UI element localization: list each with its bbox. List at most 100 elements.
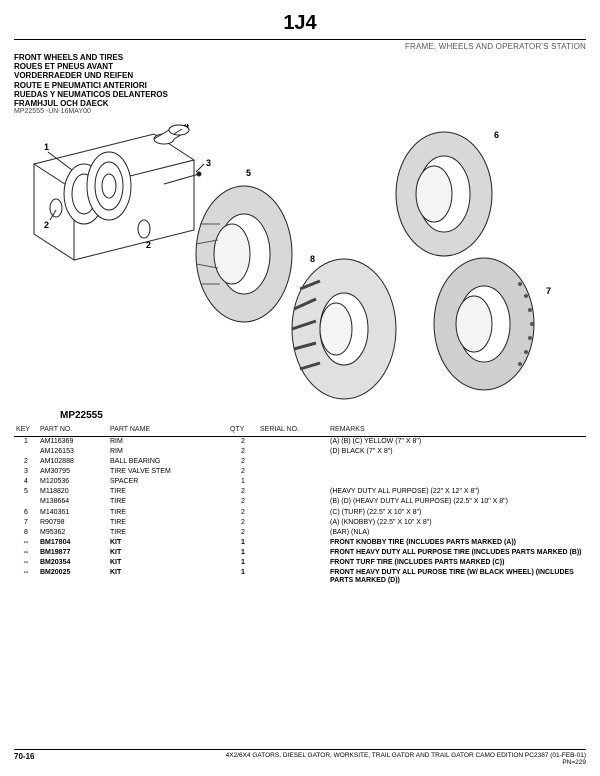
title-meta: MP22555 -UN-16MAY00 xyxy=(14,108,600,116)
cell xyxy=(258,477,328,487)
footer-page-num: 70-16 xyxy=(14,752,34,766)
page-footer: 70-16 4X2/6X4 GATORS, DIESEL GATOR, WORK… xyxy=(14,749,586,766)
cell: AM30795 xyxy=(38,467,108,477)
cell xyxy=(328,467,586,477)
cell: 2 xyxy=(228,518,258,528)
cell: M118820 xyxy=(38,487,108,497)
footer-sub: PN=229 xyxy=(226,759,586,766)
title-de: VORDERRAEDER UND REIFEN xyxy=(14,71,600,80)
cell: TIRE xyxy=(108,508,228,518)
cell: (HEAVY DUTY ALL PURPOSE) (22" X 12" X 8"… xyxy=(328,487,586,497)
cell xyxy=(258,467,328,477)
title-sv: FRAMHJUL OCH DAECK xyxy=(14,99,600,108)
cell: TIRE xyxy=(108,528,228,538)
cell: 2 xyxy=(228,467,258,477)
table-row: 4M120536SPACER1 xyxy=(14,477,586,487)
section-header: FRAME, WHEELS AND OPERATOR'S STATION xyxy=(0,40,600,51)
cell: 2 xyxy=(228,457,258,467)
cell: BM20354 xyxy=(38,558,108,568)
table-row: 1AM116369RIM2(A) (B) (C) YELLOW (7" X 8"… xyxy=(14,437,586,448)
table-row: 2AM102888BALL BEARING2 xyxy=(14,457,586,467)
cell: FRONT TURF TIRE (INCLUDES PARTS MARKED (… xyxy=(328,558,586,568)
cell: RIM xyxy=(108,437,228,448)
cell xyxy=(258,497,328,507)
cell: 1 xyxy=(228,538,258,548)
cell: KIT xyxy=(108,538,228,548)
cell: AM116369 xyxy=(38,437,108,448)
cell: KIT xyxy=(108,568,228,586)
cell: TIRE xyxy=(108,497,228,507)
cell xyxy=(258,508,328,518)
title-block: FRONT WHEELS AND TIRES ROUES ET PNEUS AV… xyxy=(0,51,600,116)
cell: 1 xyxy=(228,548,258,558)
cell: FRONT KNOBBY TIRE (INCLUDES PARTS MARKED… xyxy=(328,538,586,548)
cell: BALL BEARING xyxy=(108,457,228,467)
table-row: 3AM30795TIRE VALVE STEM2 xyxy=(14,467,586,477)
cell: AM102888 xyxy=(38,457,108,467)
cell: (B) (D) (HEAVY DUTY ALL PURPOSE) (22.5" … xyxy=(328,497,586,507)
cell: M95362 xyxy=(38,528,108,538)
mp-label: MP22555 xyxy=(0,410,600,421)
cell xyxy=(328,457,586,467)
parts-table-wrap: KEY PART NO. PART NAME QTY SERIAL NO. RE… xyxy=(0,421,600,586)
cell: -- xyxy=(14,538,38,548)
callout-1: 1 xyxy=(44,142,49,152)
cell: 2 xyxy=(228,487,258,497)
cell: 4 xyxy=(14,477,38,487)
parts-diagram: 1 2 2 3 4 5 6 7 8 xyxy=(14,124,586,404)
title-en: FRONT WHEELS AND TIRES xyxy=(14,53,600,62)
cell: -- xyxy=(14,548,38,558)
cell: 1 xyxy=(228,558,258,568)
th-serial: SERIAL NO. xyxy=(258,423,328,437)
table-row: --BM17804KIT1 FRONT KNOBBY TIRE (INCLUDES… xyxy=(14,538,586,548)
cell xyxy=(258,528,328,538)
cell: BM20025 xyxy=(38,568,108,586)
cell: TIRE xyxy=(108,487,228,497)
cell: 8 xyxy=(14,528,38,538)
cell xyxy=(258,487,328,497)
cell: TIRE xyxy=(108,518,228,528)
cell xyxy=(258,437,328,448)
cell: AM126153 xyxy=(38,447,108,457)
cell xyxy=(258,568,328,586)
cell xyxy=(258,518,328,528)
cell: 1 xyxy=(228,477,258,487)
cell: 6 xyxy=(14,508,38,518)
table-row: --BM20025KIT1 FRONT HEAVY DUTY ALL PUROSE… xyxy=(14,568,586,586)
cell: BM17804 xyxy=(38,538,108,548)
cell: -- xyxy=(14,568,38,586)
cell xyxy=(14,497,38,507)
table-row: 8M95362TIRE2(BAR) (NLA) xyxy=(14,528,586,538)
cell: FRONT HEAVY DUTY ALL PUROSE TIRE (W/ BLA… xyxy=(328,568,586,586)
th-key: KEY xyxy=(14,423,38,437)
title-es: RUEDAS Y NEUMATICOS DELANTEROS xyxy=(14,90,600,99)
cell: (C) (TURF) (22.5" X 10" X 8") xyxy=(328,508,586,518)
callout-5: 5 xyxy=(246,168,251,178)
cell: 5 xyxy=(14,487,38,497)
th-remarks: REMARKS xyxy=(328,423,586,437)
cell: TIRE VALVE STEM xyxy=(108,467,228,477)
cell: M138664 xyxy=(38,497,108,507)
cell xyxy=(14,447,38,457)
title-fr: ROUES ET PNEUS AVANT xyxy=(14,62,600,71)
title-it: ROUTE E PNEUMATICI ANTERIORI xyxy=(14,81,600,90)
cell: 2 xyxy=(228,528,258,538)
cell: RIM xyxy=(108,447,228,457)
cell xyxy=(258,538,328,548)
cell: 2 xyxy=(14,457,38,467)
cell: 1 xyxy=(228,568,258,586)
callout-6: 6 xyxy=(494,130,499,140)
callout-4: 4 xyxy=(184,124,189,130)
callout-7: 7 xyxy=(546,286,551,296)
cell: M120536 xyxy=(38,477,108,487)
cell: -- xyxy=(14,558,38,568)
th-part: PART NO. xyxy=(38,423,108,437)
table-row: --BM20354KIT1FRONT TURF TIRE (INCLUDES P… xyxy=(14,558,586,568)
cell: 2 xyxy=(228,497,258,507)
cell xyxy=(258,457,328,467)
cell: FRONT HEAVY DUTY ALL PURPOSE TIRE (INCLU… xyxy=(328,548,586,558)
cell: 2 xyxy=(228,447,258,457)
cell: R90798 xyxy=(38,518,108,528)
cell: 7 xyxy=(14,518,38,528)
cell: 3 xyxy=(14,467,38,477)
